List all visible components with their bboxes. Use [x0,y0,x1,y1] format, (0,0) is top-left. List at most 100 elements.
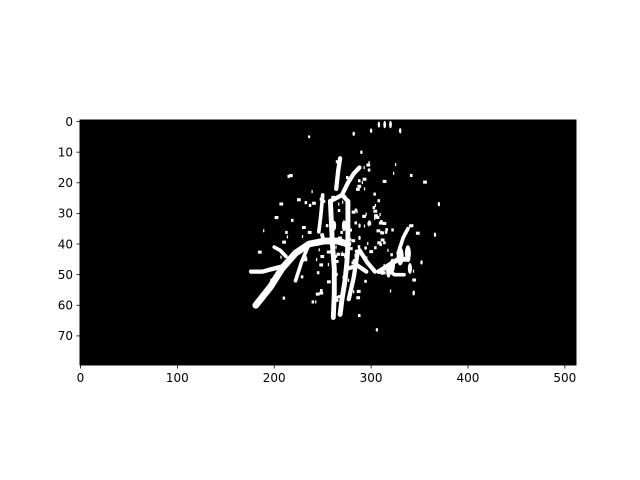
vessel-stroke [252,237,352,309]
speckle [304,201,308,205]
vessel-blob [377,121,381,128]
speckle [367,242,369,246]
y-tick-label: 60 [58,299,73,313]
speckle [331,226,334,230]
speckle [356,296,361,300]
speckle [380,231,384,235]
plot-area [79,119,577,366]
speckle [270,278,272,282]
speckle [342,195,347,199]
speckle [348,228,352,232]
speckle [409,224,414,228]
speckle [387,248,389,252]
speckle [365,212,367,216]
vessel-blob [407,262,412,275]
speckle [300,275,304,279]
speckle [353,290,355,294]
x-tick-label: 200 [263,371,286,385]
speckle [415,231,420,235]
speckle [398,254,400,258]
speckle [408,259,410,263]
speckle [379,213,381,217]
speckle [374,216,376,220]
speckle [286,235,289,239]
speckle [312,201,316,205]
speckle [307,230,312,234]
y-axis: 0 10 20 30 40 50 60 70 [58,115,80,343]
speckle [348,247,353,251]
speckle [347,278,350,282]
speckle [346,176,349,180]
speckle [285,230,288,234]
speckle [363,166,365,170]
speckle [301,235,304,239]
vessel-blob [399,127,402,134]
speckle [327,263,330,267]
speckle [356,210,358,214]
speckle [331,195,336,199]
vessel-blob [358,223,361,228]
speckle [315,300,317,304]
speckle [383,263,385,267]
y-tick-label: 0 [65,115,73,129]
speckle [374,214,378,218]
vessel-stroke [327,198,337,320]
speckle [410,173,413,177]
speckle [345,249,349,253]
speckle [333,254,338,258]
x-tick-label: 0 [77,371,85,385]
speckle [366,163,371,167]
vessel-blob [420,260,423,265]
vessel-blob [383,120,387,129]
speckle [343,276,346,280]
speckle [304,256,308,260]
speckle [342,193,344,197]
speckle [393,171,395,175]
speckle [412,269,415,273]
speckle [354,249,359,253]
speckle [354,271,356,275]
speckle [325,224,329,228]
vessel-blob [375,327,379,332]
speckle [336,298,339,302]
speckle [315,292,320,296]
speckle [363,187,366,191]
vessel-blob [358,235,361,241]
speckle [423,180,427,184]
y-tick-label: 30 [58,207,73,221]
x-tick-label: 400 [457,371,480,385]
vessel-blob [369,128,373,133]
speckle [319,263,324,267]
speckle [367,168,371,172]
speckle [341,251,343,255]
vessel-blob [396,247,404,266]
vessel-stroke [339,165,362,198]
speckle [356,187,360,191]
speckle [272,279,275,283]
speckle [347,230,350,234]
speckle [303,258,308,262]
y-tick-label: 40 [58,237,73,251]
speckle [348,238,352,242]
vessel-blob [307,135,311,139]
speckle [337,295,342,299]
speckle [375,215,380,219]
x-tick-label: 100 [166,371,189,385]
speckle [343,221,345,225]
vessel-stroke [357,248,378,274]
speckle [311,300,315,304]
speckle [368,220,371,224]
speckle [291,218,294,222]
speckle [357,184,362,188]
speckle [351,261,355,265]
speckle [376,229,381,233]
speckle [383,271,386,275]
speckle [334,259,339,263]
speckle [369,250,374,254]
vessel-blob [437,202,441,207]
speckle [305,244,309,248]
speckle [289,174,293,178]
speckle [320,289,323,293]
speckle [398,246,401,250]
